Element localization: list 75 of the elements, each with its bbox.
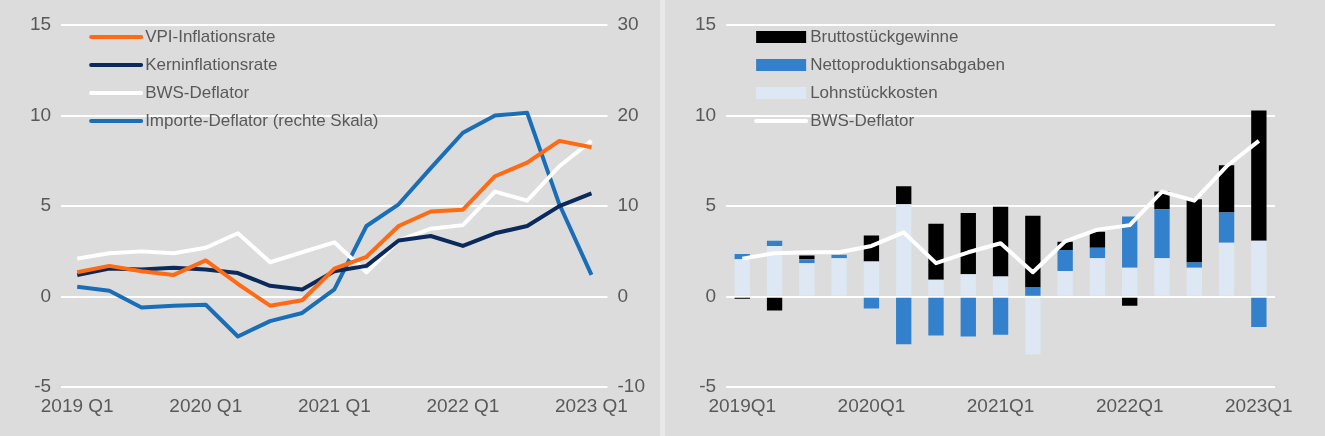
x-tick-label: 2021Q1 <box>966 394 1035 416</box>
bar <box>799 263 815 296</box>
bar <box>766 240 783 246</box>
legend-label: Importe-Deflator (rechte Skala) <box>145 110 379 130</box>
bar <box>1218 212 1235 243</box>
bar <box>1154 258 1170 296</box>
bar <box>928 297 944 336</box>
y2-tick-label: 10 <box>617 194 639 216</box>
bar <box>799 259 815 264</box>
x-tick-label: 2019 Q1 <box>40 394 114 416</box>
y-tick-label: 10 <box>694 103 717 125</box>
bar <box>1186 199 1202 263</box>
bar <box>1154 209 1170 259</box>
y-tick-label: 0 <box>705 284 717 306</box>
x-tick-label: 2021 Q1 <box>297 394 371 416</box>
y-tick-label: 15 <box>694 13 717 35</box>
bar <box>831 258 847 296</box>
bar <box>1089 231 1106 248</box>
legend-label: BWS-Deflator <box>810 110 915 130</box>
bar <box>734 259 750 296</box>
legend-label: VPI-Inflationsrate <box>145 26 276 46</box>
y-tick-label: 5 <box>40 194 52 216</box>
bar <box>863 261 880 296</box>
bar <box>960 297 976 337</box>
x-tick-label: 2020 Q1 <box>169 394 243 416</box>
bar <box>1122 297 1138 306</box>
y-tick-label: 15 <box>29 13 52 35</box>
bar <box>960 212 976 275</box>
y-tick-label: 10 <box>29 103 52 125</box>
bar <box>1025 215 1041 288</box>
bar <box>1025 297 1041 355</box>
y-tick-label: -5 <box>699 375 717 397</box>
bar <box>1025 287 1041 296</box>
bar <box>1218 165 1235 213</box>
x-tick-label: 2023Q1 <box>1225 394 1293 416</box>
y2-tick-label: 20 <box>617 103 639 125</box>
bar <box>1186 262 1202 268</box>
y-tick-label: 0 <box>40 284 52 306</box>
bar <box>766 245 783 296</box>
bar <box>1251 240 1267 296</box>
legend-label: Kerninflationsrate <box>145 54 278 74</box>
bar <box>928 279 944 296</box>
bar <box>1251 110 1267 241</box>
x-tick-label: 2022 Q1 <box>426 394 500 416</box>
bar <box>896 186 912 205</box>
bar <box>960 274 976 296</box>
bar <box>1251 297 1267 327</box>
bar <box>992 297 1009 335</box>
y-tick-label: 5 <box>705 194 717 216</box>
x-tick-label: 2019Q1 <box>708 394 777 416</box>
bar <box>1057 271 1073 296</box>
bar <box>1122 267 1138 296</box>
bar <box>928 223 944 280</box>
y2-tick-label: 30 <box>617 13 639 35</box>
y-tick-label: -5 <box>34 375 52 397</box>
bar <box>896 204 912 296</box>
x-tick-label: 2023 Q1 <box>555 394 628 416</box>
bar <box>992 206 1009 277</box>
legend-label: Lohnstückkosten <box>810 82 938 102</box>
bar <box>863 297 880 309</box>
bar <box>896 297 912 345</box>
bar <box>1089 258 1106 296</box>
legend-label: BWS-Deflator <box>145 82 250 102</box>
bar <box>1186 267 1202 296</box>
legend-label: Nettoproduktionsabgaben <box>810 54 1005 74</box>
x-tick-label: 2020Q1 <box>837 394 906 416</box>
bar <box>766 297 783 311</box>
bar <box>1089 247 1106 259</box>
bar <box>1057 249 1073 272</box>
bar <box>1218 242 1235 296</box>
bar <box>992 276 1009 296</box>
legend-label: Bruttostückgewinne <box>810 26 959 46</box>
y2-tick-label: -10 <box>617 375 646 397</box>
x-tick-label: 2022Q1 <box>1095 394 1164 416</box>
y2-tick-label: 0 <box>617 284 629 306</box>
